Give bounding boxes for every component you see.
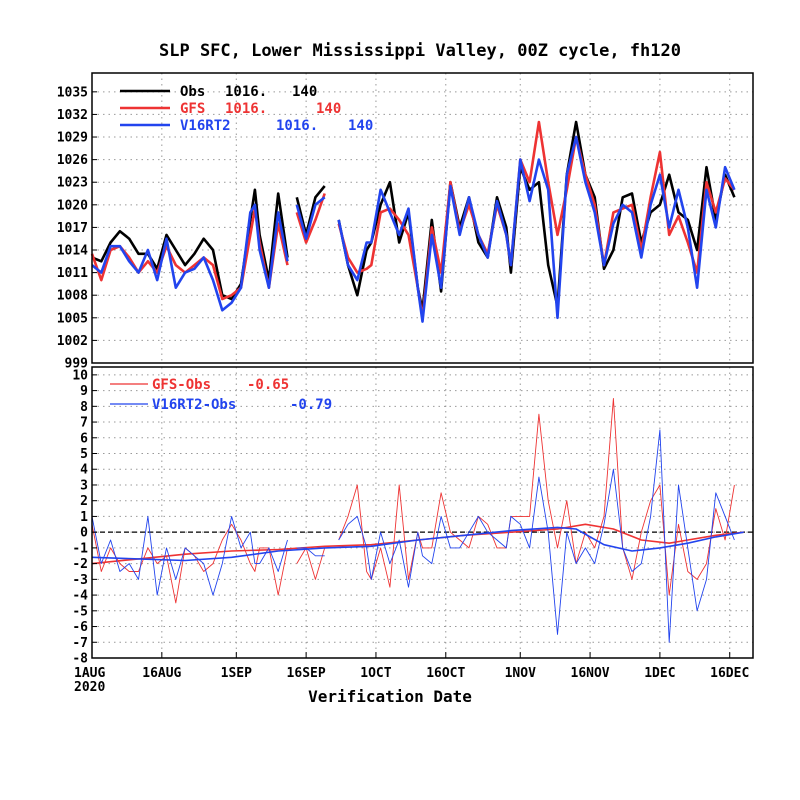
legend-label-gfs-obs: GFS-Obs xyxy=(152,377,211,393)
bottom-ytick-label-18: 10 xyxy=(72,368,88,383)
bottom-ytick-label-4: -4 xyxy=(72,589,88,604)
bottom-ytick-label-2: -6 xyxy=(72,620,88,635)
top-ytick-label-8: 1023 xyxy=(57,176,88,191)
top-ytick-label-4: 1011 xyxy=(57,266,88,281)
series-gfs-segment-1 xyxy=(295,193,326,244)
top-legend: Obs 1016. 140 GFS 1016. 140 V16RT2 1016.… xyxy=(120,84,373,134)
legend-stat2-obs: 140 xyxy=(292,84,317,100)
bottom-ytick-label-6: -2 xyxy=(72,557,88,572)
x-axis-ticks: 1AUG 16AUG 1SEP 16SEP 1OCT 16OCT 1NOV 16NOV 1DEC… xyxy=(74,652,749,681)
legend-stat-gfs-obs: -0.65 xyxy=(247,377,289,393)
series-v16rt2-obs-daily-segment-1 xyxy=(296,547,325,557)
legend-stat1-gfs: 1016. xyxy=(225,101,267,117)
series-gfs-obs-daily-segment-1 xyxy=(296,547,326,580)
bottom-ytick-label-7: -1 xyxy=(72,541,88,556)
bottom-legend: GFS-Obs -0.65 V16RT2-Obs -0.79 xyxy=(110,377,332,413)
xtick-label-3: 16SEP xyxy=(287,666,326,681)
legend-label-gfs: GFS xyxy=(180,101,205,117)
xtick-label-8: 1DEC xyxy=(644,666,675,681)
bottom-ytick-label-1: -7 xyxy=(72,636,88,651)
bottom-ytick-label-12: 4 xyxy=(80,463,88,478)
bottom-ytick-label-3: -5 xyxy=(72,604,88,619)
legend-label-obs: Obs xyxy=(180,84,205,100)
series-v16rt2-segment-0 xyxy=(91,203,289,312)
bottom-ytick-label-10: 2 xyxy=(80,494,88,509)
chart-title: SLP SFC, Lower Mississippi Valley, 00Z c… xyxy=(159,41,681,61)
xtick-label-9: 16DEC xyxy=(710,666,749,681)
top-ytick-label-1: 1002 xyxy=(57,334,88,349)
top-panel-series xyxy=(90,120,736,323)
bottom-ytick-label-8: 0 xyxy=(80,526,88,541)
top-ytick-label-11: 1032 xyxy=(57,108,88,123)
bottom-ytick-label-13: 5 xyxy=(80,447,88,462)
legend-stat-v16rt2-obs: -0.79 xyxy=(290,397,332,413)
x-year-label: 2020 xyxy=(74,680,105,695)
bottom-ytick-label-17: 9 xyxy=(80,384,88,399)
series-v16rt2-obs-daily-segment-0 xyxy=(91,515,288,596)
bottom-ytick-label-5: -3 xyxy=(72,573,88,588)
xtick-label-5: 16OCT xyxy=(426,666,465,681)
xtick-label-0: 1AUG xyxy=(74,666,105,681)
top-ytick-label-2: 1005 xyxy=(57,311,88,326)
legend-label-v16rt2-obs: V16RT2-Obs xyxy=(152,397,236,413)
xtick-label-2: 1SEP xyxy=(221,666,252,681)
top-ytick-label-7: 1020 xyxy=(57,198,88,213)
top-ytick-label-5: 1014 xyxy=(57,244,88,259)
series-v16rt2-segment-2 xyxy=(337,135,736,323)
x-axis-title: Verification Date xyxy=(308,687,472,706)
bottom-ytick-label-14: 6 xyxy=(80,431,88,446)
bottom-ytick-label-16: 8 xyxy=(80,400,88,415)
series-gfs-obs-daily-segment-2 xyxy=(338,398,735,596)
legend-stat1-v16rt2: 1016. xyxy=(276,118,318,134)
legend-stat1-obs: 1016. xyxy=(225,84,267,100)
top-ytick-label-10: 1029 xyxy=(57,131,88,146)
top-ytick-label-9: 1026 xyxy=(57,153,88,168)
series-obs-segment-0 xyxy=(91,188,289,301)
top-ytick-label-0: 999 xyxy=(65,357,88,372)
bottom-ytick-label-9: 1 xyxy=(80,510,88,525)
bottom-ytick-label-11: 3 xyxy=(80,478,88,493)
series-v16rt2-segment-1 xyxy=(295,196,326,240)
series-v16rt2-obs-mean-segment-0 xyxy=(91,526,744,562)
top-panel-grid xyxy=(91,73,753,364)
bottom-ytick-label-0: -8 xyxy=(72,652,88,667)
bottom-panel-frame xyxy=(91,366,754,659)
series-v16rt2-obs-daily-segment-2 xyxy=(338,429,735,643)
top-ytick-label-6: 1017 xyxy=(57,221,88,236)
bottom-ytick-label-15: 7 xyxy=(80,416,88,431)
xtick-label-1: 16AUG xyxy=(142,666,181,681)
xtick-label-6: 1NOV xyxy=(505,666,536,681)
series-obs-segment-1 xyxy=(295,185,326,237)
xtick-label-4: 1OCT xyxy=(360,666,391,681)
top-panel-frame xyxy=(91,72,754,364)
xtick-label-7: 16NOV xyxy=(571,666,610,681)
series-obs-segment-2 xyxy=(337,120,736,312)
top-ytick-label-12: 1035 xyxy=(57,85,88,100)
bottom-panel-grid xyxy=(91,367,753,659)
top-ytick-label-3: 1008 xyxy=(57,289,88,304)
bottom-panel-series xyxy=(91,398,753,643)
legend-label-v16rt2: V16RT2 xyxy=(180,118,231,134)
legend-stat2-v16rt2: 140 xyxy=(348,118,373,134)
legend-stat2-gfs: 140 xyxy=(316,101,341,117)
